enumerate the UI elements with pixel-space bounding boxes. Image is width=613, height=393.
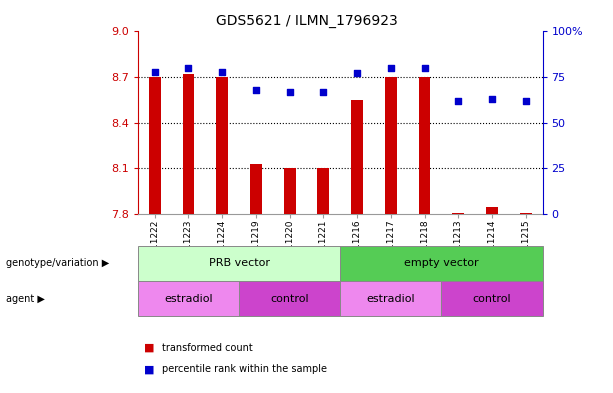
Text: agent ▶: agent ▶ [6,294,45,304]
Text: control: control [270,294,309,304]
Point [150,68,159,75]
Text: PRB vector: PRB vector [208,258,270,268]
Point [386,65,396,71]
Point [352,70,362,77]
Text: percentile rank within the sample: percentile rank within the sample [162,364,327,375]
Text: estradiol: estradiol [164,294,213,304]
Text: genotype/variation ▶: genotype/variation ▶ [6,258,109,268]
Bar [149,77,161,214]
Point [217,68,227,75]
Point [319,88,329,95]
Bar [351,100,363,214]
Text: transformed count: transformed count [162,343,253,353]
Bar [284,169,295,214]
Bar [486,207,498,214]
Point [419,65,429,71]
Point [284,88,294,95]
Point [487,96,497,102]
Bar [419,77,430,214]
Text: ■: ■ [144,343,154,353]
Point [251,87,261,93]
Text: control: control [473,294,511,304]
Bar [216,77,228,214]
Text: empty vector: empty vector [404,258,479,268]
Bar [385,77,397,214]
Text: estradiol: estradiol [367,294,415,304]
Bar [520,213,531,214]
Text: ■: ■ [144,364,154,375]
Bar [452,213,464,214]
Text: GDS5621 / ILMN_1796923: GDS5621 / ILMN_1796923 [216,14,397,28]
Bar [250,164,262,214]
Bar [318,169,329,214]
Point [520,98,530,104]
Point [184,65,194,71]
Point [453,98,463,104]
Bar [183,74,194,214]
